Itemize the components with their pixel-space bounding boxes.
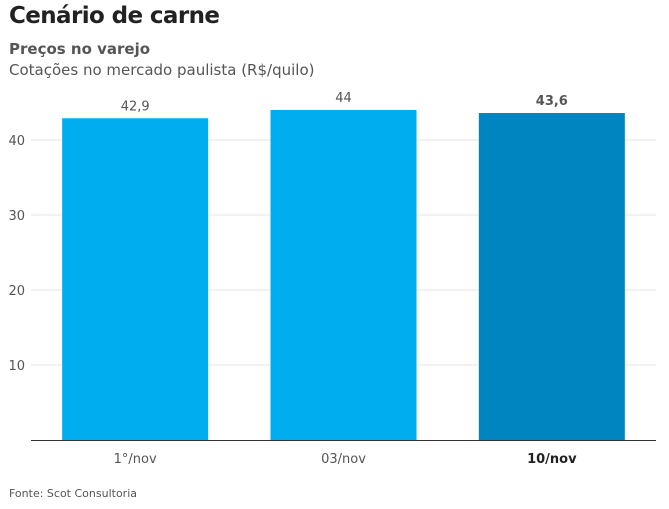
bar-value-label: 42,9 bbox=[121, 99, 150, 114]
y-tick-label: 30 bbox=[8, 209, 25, 224]
y-axis-ticks: 10 20 30 40 bbox=[8, 134, 25, 374]
x-tick-label: 03/nov bbox=[321, 452, 366, 467]
bar-value-label: 43,6 bbox=[536, 94, 568, 109]
bars bbox=[62, 110, 625, 440]
bar-value-label: 44 bbox=[335, 91, 352, 106]
chart-subtitle: Preços no varejo bbox=[9, 40, 151, 58]
value-labels: 42,9 44 43,6 bbox=[121, 91, 568, 114]
source-note: Fonte: Scot Consultoria bbox=[9, 487, 137, 500]
bar bbox=[62, 118, 209, 440]
x-tick-label: 10/nov bbox=[527, 452, 577, 467]
x-axis-ticks: 1°/nov 03/nov 10/nov bbox=[114, 452, 577, 467]
chart-title: Cenário de carne bbox=[9, 3, 220, 29]
bar bbox=[478, 113, 625, 440]
chart-caption: Cotações no mercado paulista (R$/quilo) bbox=[9, 61, 315, 79]
bar bbox=[270, 110, 417, 440]
x-tick-label: 1°/nov bbox=[114, 452, 157, 467]
bar-chart: 42,9 44 43,6 10 20 30 40 1°/nov 03/nov 10/nov bbox=[8, 91, 656, 467]
y-tick-label: 10 bbox=[8, 359, 25, 374]
y-tick-label: 20 bbox=[8, 284, 25, 299]
y-tick-label: 40 bbox=[8, 134, 25, 149]
